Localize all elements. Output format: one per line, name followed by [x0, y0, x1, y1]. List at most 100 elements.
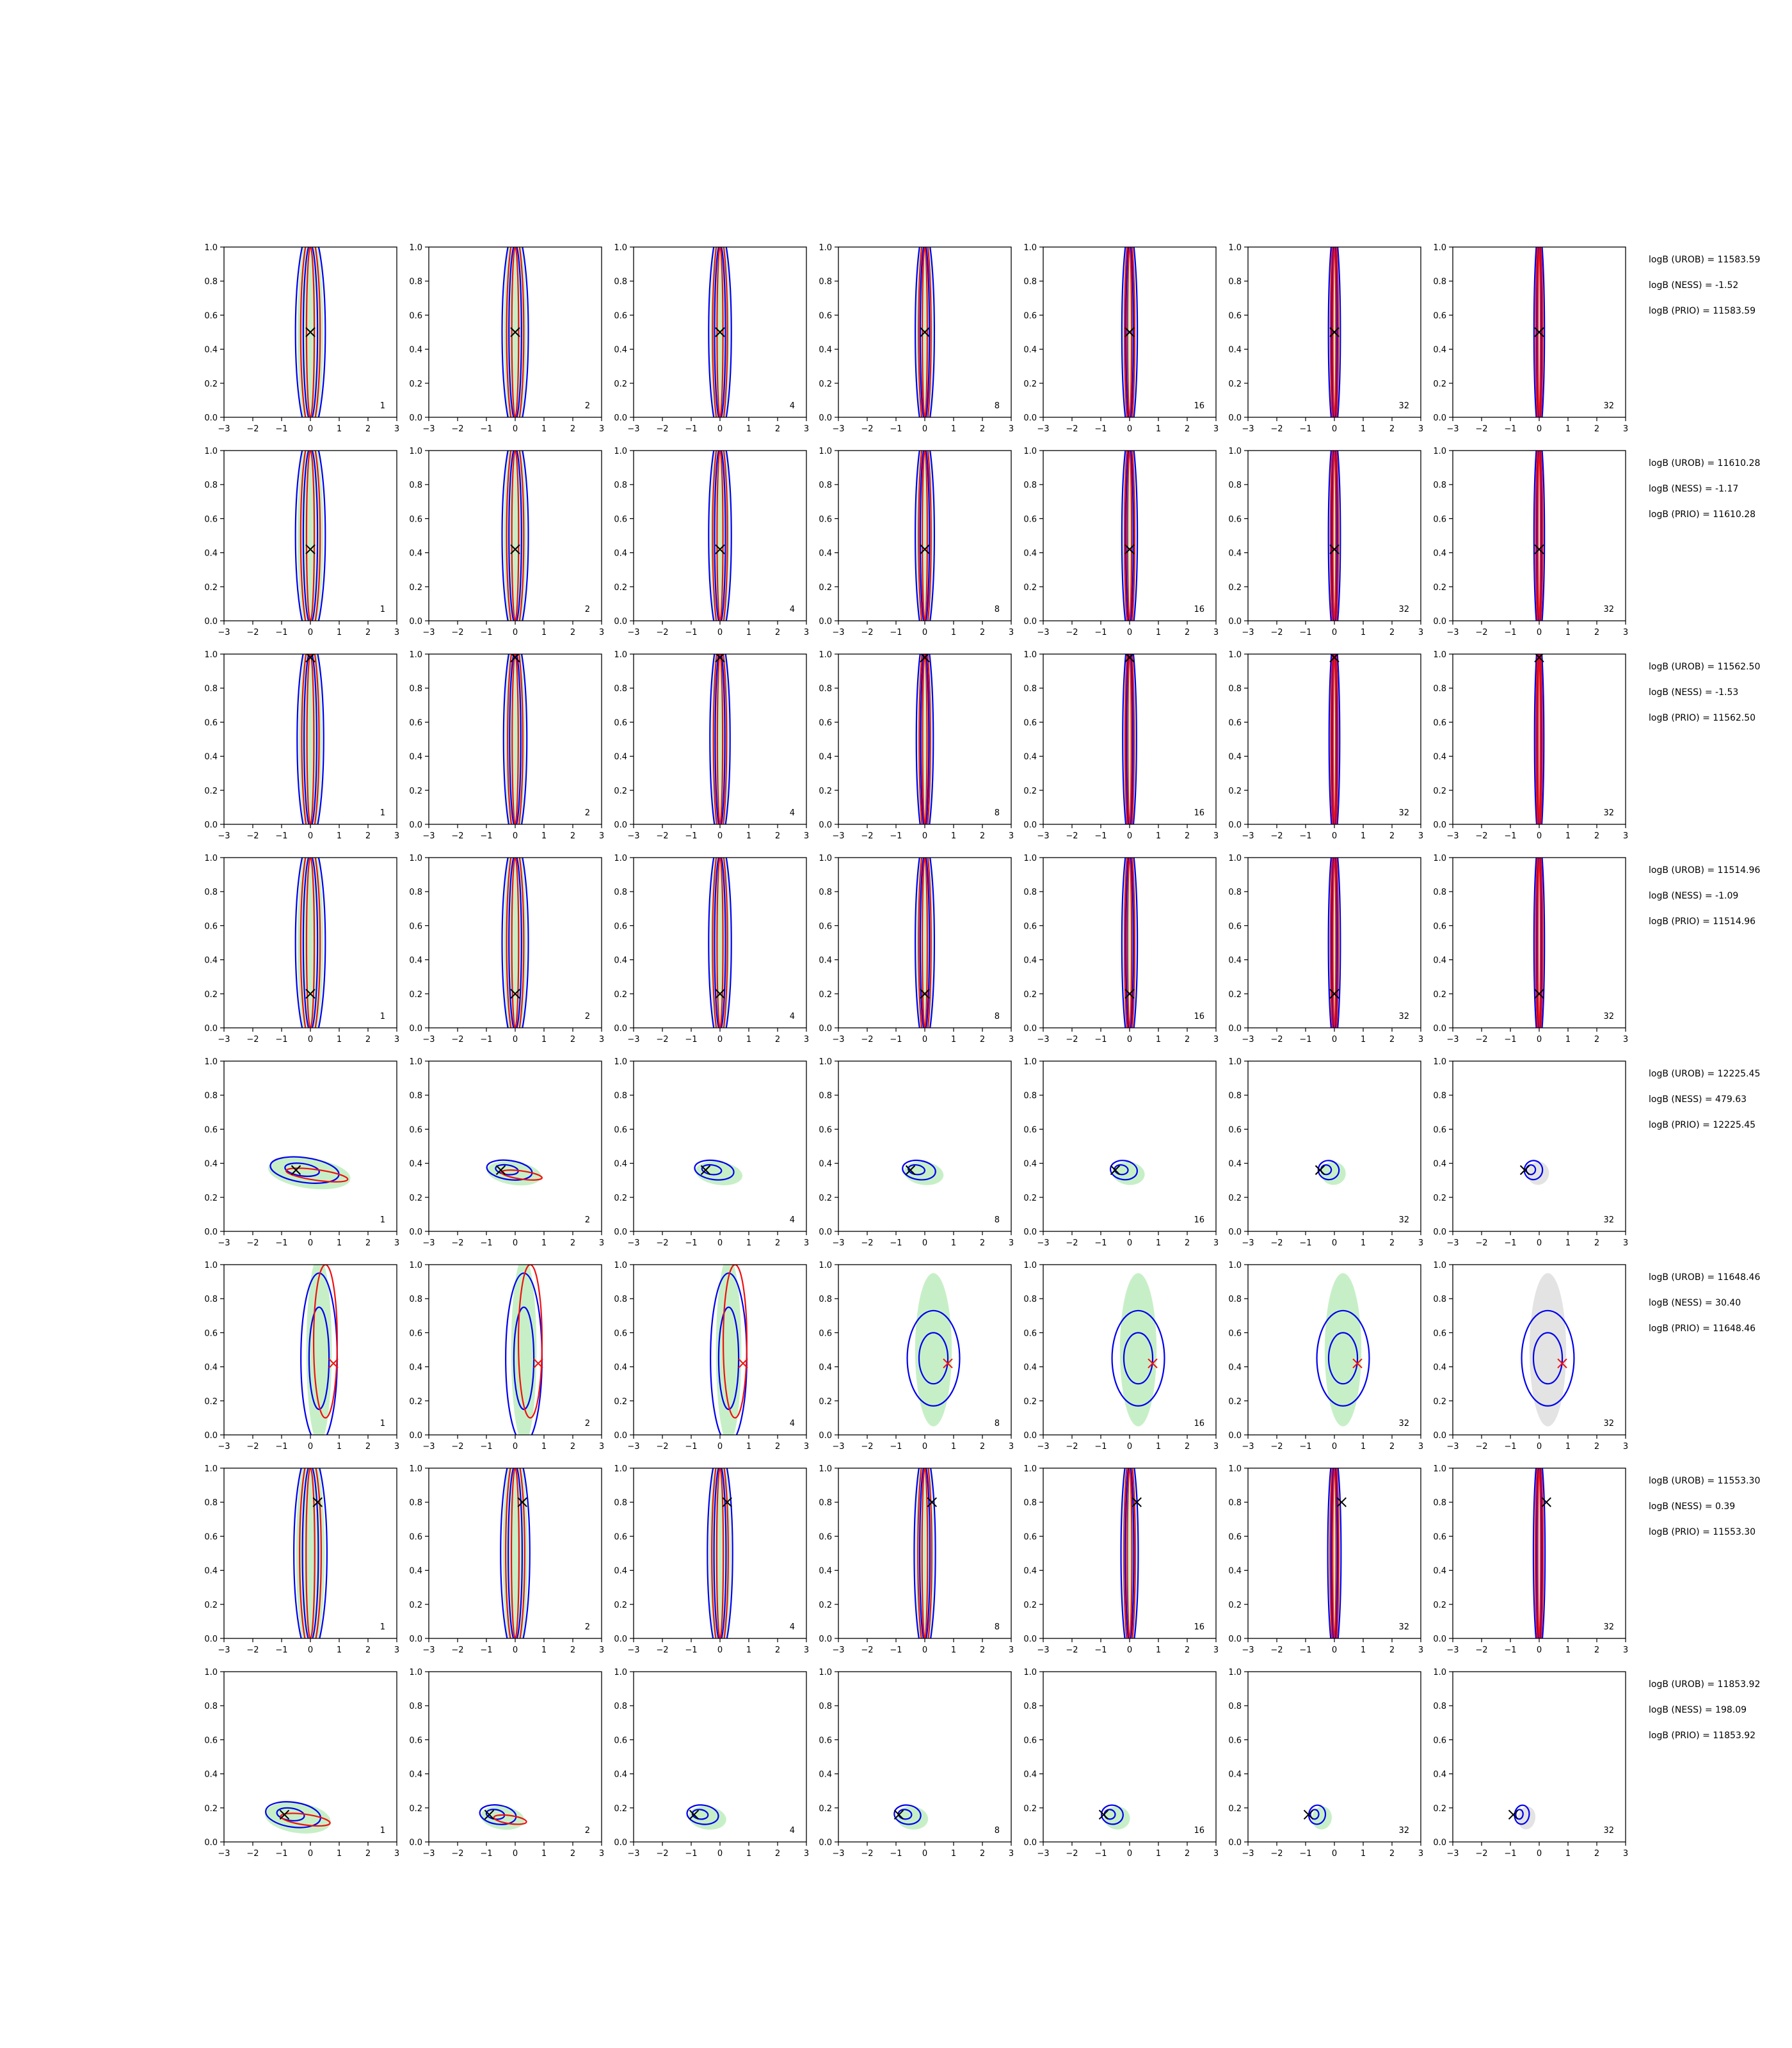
blue-contour-inner — [1124, 1468, 1135, 1638]
x-tick-label: 3 — [804, 1035, 809, 1044]
blue-contour-outer — [1109, 1160, 1139, 1181]
x-tick-label: 2 — [365, 831, 371, 841]
panel-tag: 2 — [585, 401, 590, 411]
x-tick-label: 2 — [980, 628, 985, 637]
blue-contour-inner — [302, 451, 319, 621]
true-value-marker — [893, 1809, 904, 1820]
y-tick-label: 0.8 — [1433, 481, 1446, 490]
x-tick-label: −2 — [246, 1238, 259, 1248]
true-value-marker — [1541, 1497, 1551, 1507]
blue-contour-inner — [717, 1306, 740, 1411]
true-value-marker — [1329, 544, 1340, 554]
x-tick-label: 1 — [951, 1442, 956, 1452]
logb-line: logB (NESS) = -1.52 — [1649, 280, 1738, 291]
y-tick-label: 0.8 — [1228, 481, 1242, 490]
x-tick-label: −1 — [1299, 1645, 1311, 1655]
subplot-r6-c2: −3 −2 −1 0 1 2 3 0.0 0.2 0.4 0.6 0.8 1.0 2 — [409, 1261, 604, 1452]
y-tick-label: 0.6 — [409, 1329, 422, 1338]
blue-contour-inner — [508, 1468, 523, 1638]
y-tick-label: 0.0 — [204, 413, 218, 423]
x-tick-label: −2 — [861, 831, 873, 841]
panel-tag: 16 — [1194, 605, 1204, 614]
y-tick-label: 0.4 — [1023, 1160, 1037, 1169]
y-tick-label: 0.6 — [1228, 718, 1242, 728]
y-tick-label: 0.4 — [1228, 549, 1242, 559]
y-tick-label: 1.0 — [409, 1057, 422, 1067]
x-tick-label: −1 — [890, 1238, 902, 1248]
y-tick-label: 0.6 — [204, 922, 218, 931]
x-tick-label: 2 — [1594, 424, 1599, 434]
x-tick-label: −2 — [1066, 628, 1078, 637]
blue-contour-outer — [915, 451, 935, 621]
x-tick-label: 2 — [1389, 1849, 1395, 1859]
x-tick-label: −2 — [861, 628, 873, 637]
y-tick-label: 0.4 — [819, 753, 832, 762]
x-tick-label: 0 — [1127, 1442, 1132, 1452]
y-tick-label: 0.4 — [409, 1770, 422, 1780]
blue-contour-outer — [1523, 1160, 1544, 1181]
x-tick-label: 0 — [308, 1645, 313, 1655]
y-tick-label: 0.4 — [614, 1160, 627, 1169]
blue-contour-outer — [893, 1804, 922, 1825]
y-tick-label: 0.6 — [1023, 1329, 1037, 1338]
red-contour-inner — [921, 1468, 929, 1638]
y-tick-label: 0.0 — [1023, 1228, 1037, 1237]
red-contour-inner — [1127, 654, 1132, 824]
x-tick-label: 0 — [513, 628, 518, 637]
y-tick-label: 0.8 — [1228, 277, 1242, 287]
y-tick-label: 0.6 — [1023, 718, 1037, 728]
y-tick-label: 1.0 — [614, 1668, 627, 1677]
density-fill — [688, 1806, 726, 1830]
true-value-marker — [1534, 989, 1544, 999]
y-tick-label: 1.0 — [1023, 854, 1037, 863]
x-tick-label: 2 — [1185, 1645, 1190, 1655]
x-tick-label: −2 — [246, 628, 259, 637]
y-tick-label: 0.2 — [1023, 1804, 1037, 1814]
y-tick-label: 0.4 — [1023, 956, 1037, 966]
y-tick-label: 1.0 — [409, 1668, 422, 1677]
red-contour-outer — [300, 247, 321, 417]
y-tick-label: 0.4 — [614, 1770, 627, 1780]
y-tick-label: 1.0 — [819, 854, 832, 863]
panel-tag: 4 — [790, 1215, 795, 1225]
x-tick-label: 1 — [541, 831, 547, 841]
x-tick-label: 2 — [775, 1442, 780, 1452]
blue-contour-inner — [1331, 247, 1338, 417]
y-tick-label: 1.0 — [1433, 1261, 1446, 1270]
red-contour-outer — [1124, 654, 1135, 824]
y-tick-label: 0.8 — [819, 888, 832, 897]
blue-contour-outer — [1532, 1468, 1546, 1638]
x-tick-label: −1 — [275, 628, 287, 637]
x-tick-label: −1 — [685, 1035, 697, 1044]
blue-contour-outer — [1533, 451, 1546, 621]
blue-contour-outer — [1327, 247, 1341, 417]
y-tick-label: 0.0 — [1228, 1431, 1242, 1441]
subplot-r1-c4: −3 −2 −1 0 1 2 3 0.0 0.2 0.4 0.6 0.8 1.0 8 — [819, 243, 1014, 434]
blue-contour-inner — [1309, 1809, 1320, 1820]
x-tick-label: 2 — [1594, 1849, 1599, 1859]
red-contour-inner — [1537, 1468, 1542, 1638]
density-fill — [1324, 1273, 1362, 1427]
x-tick-label: −2 — [451, 1238, 463, 1248]
y-tick-label: 1.0 — [409, 650, 422, 660]
x-tick-label: 1 — [1156, 628, 1161, 637]
density-fill — [306, 1265, 332, 1435]
x-tick-label: 0 — [922, 1238, 927, 1248]
panel-tag: 1 — [380, 1215, 385, 1225]
y-tick-label: 0.4 — [1228, 956, 1242, 966]
x-tick-label: −3 — [218, 1442, 230, 1452]
red-contour-inner — [1537, 247, 1542, 417]
logb-line: logB (UROB) = 11583.59 — [1649, 255, 1760, 265]
blue-contour-inner — [508, 451, 522, 621]
panel-tag: 32 — [1603, 1012, 1614, 1021]
y-tick-label: 0.6 — [819, 515, 832, 524]
blue-contour-inner — [1515, 1809, 1524, 1820]
x-tick-label: −1 — [1504, 1442, 1516, 1452]
panel-tag: 32 — [1603, 808, 1614, 818]
true-value-marker — [312, 1497, 323, 1507]
blue-contour-outer — [1533, 858, 1546, 1028]
y-tick-label: 1.0 — [409, 1464, 422, 1474]
x-tick-label: 3 — [394, 1442, 399, 1452]
y-tick-label: 1.0 — [1228, 1057, 1242, 1067]
y-tick-label: 0.6 — [409, 922, 422, 931]
